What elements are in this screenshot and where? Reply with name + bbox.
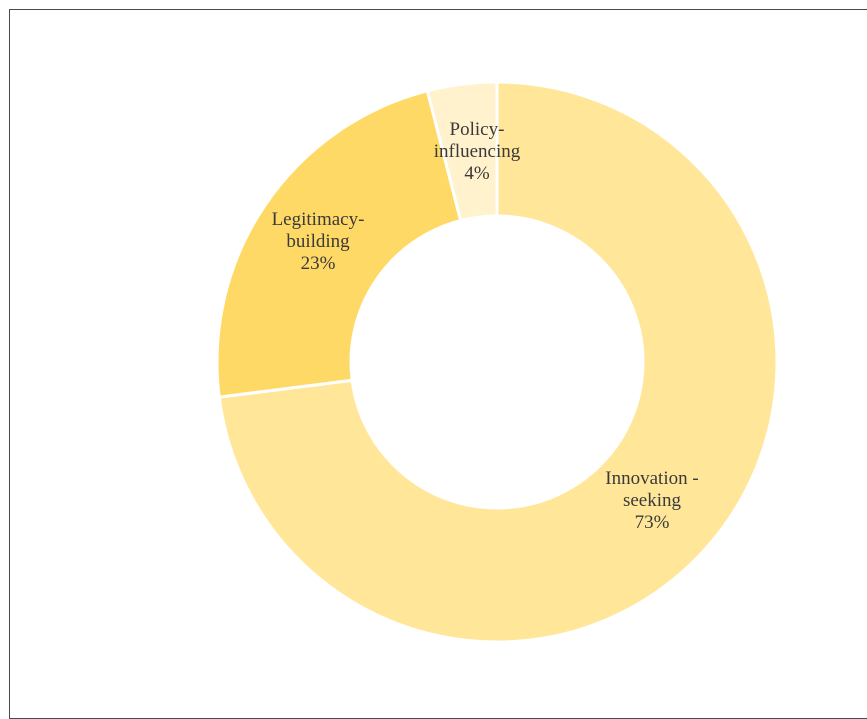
slice-value-label: 23% <box>301 253 336 274</box>
slice-value-label: 73% <box>635 512 670 533</box>
slice-name-line: Innovation - <box>605 468 698 489</box>
donut-slice-0 <box>217 80 779 644</box>
slice-label-1: Legitimacy-building 23% <box>272 209 365 274</box>
donut-slice-1 <box>215 88 463 399</box>
slice-name-line: building <box>286 231 350 252</box>
slice-name-line: influencing <box>434 141 521 162</box>
slice-name-line: seeking <box>623 490 682 511</box>
slice-name-line: Policy- <box>450 119 505 140</box>
slice-value-label: 4% <box>464 163 490 184</box>
donut-slice-2 <box>425 80 499 223</box>
slice-label-2: Policy-influencing 4% <box>434 119 521 184</box>
slice-label-0: Innovation -seeking 73% <box>605 468 698 533</box>
slice-name-line: Legitimacy- <box>272 209 365 230</box>
